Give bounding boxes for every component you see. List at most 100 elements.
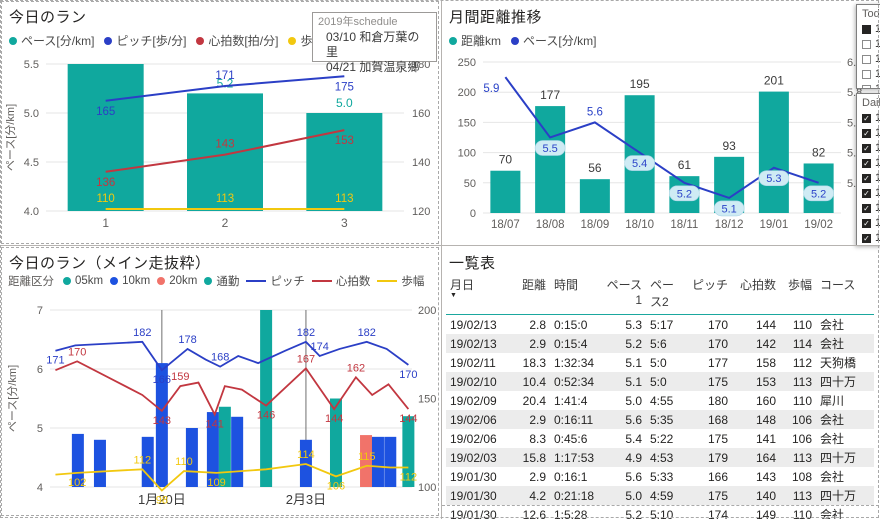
table-row[interactable]: 19/02/06 8.3 0:45:6 5.4 5:22 175 141 106 会社	[446, 429, 874, 448]
empty-checkbox-icon[interactable]	[862, 69, 871, 79]
run-bar-10km[interactable]	[231, 416, 244, 487]
legend-item[interactable]: 20km	[157, 275, 197, 287]
monthly-distance-chart[interactable]: 2502001501005006.05.85.65.45.27018/07177…	[441, 0, 880, 246]
slicer-item[interactable]: 1	[862, 38, 880, 50]
legend-item[interactable]: 10km	[110, 275, 150, 287]
slicer-item[interactable]: ✓1	[862, 202, 880, 214]
distance-bar[interactable]	[758, 91, 789, 213]
slicer-item[interactable]: ✓1	[862, 112, 880, 124]
slicer-item[interactable]: ✓1	[862, 157, 880, 169]
run-bar-10km[interactable]	[384, 436, 397, 487]
series-line[interactable]	[55, 463, 409, 492]
checked-checkbox-icon[interactable]: ✓	[862, 143, 871, 153]
distance-bar[interactable]	[579, 179, 610, 213]
table-cell: 0:15:0	[554, 317, 588, 332]
pace-pill[interactable]	[534, 140, 566, 156]
legend-item[interactable]: ペース[分/km]	[9, 32, 94, 49]
checked-checkbox-icon[interactable]: ✓	[862, 158, 871, 168]
column-header[interactable]: 距離	[508, 274, 550, 315]
table-row[interactable]: 19/02/09 20.4 1:41:4 5.0 4:55 180 160 110 犀川	[446, 391, 874, 410]
slicer-item[interactable]: ✓1	[862, 187, 880, 199]
table-row[interactable]: 19/02/13 2.9 0:15:4 5.2 5:6 170 142 114 会社	[446, 334, 874, 353]
run-bar-通勤[interactable]	[260, 310, 273, 487]
run-bar-10km[interactable]	[206, 412, 219, 487]
filled-checkbox-icon[interactable]	[862, 24, 871, 34]
pace-pill[interactable]	[713, 200, 745, 217]
column-header[interactable]: コース	[816, 274, 874, 315]
slicer-item[interactable]: ✓1	[862, 217, 880, 229]
main-run-chart[interactable]: 7 6 5 4 200 150 100 ペース[分/km] 1月20日 2月3日 171 182 166…	[0, 246, 441, 519]
pace-pill[interactable]	[803, 185, 834, 202]
slicer-item[interactable]: 1	[862, 83, 880, 88]
slicer-item[interactable]: 1	[862, 23, 880, 35]
table-cell: 19/02/03	[450, 450, 497, 465]
column-header[interactable]: 心拍数	[732, 274, 780, 315]
empty-checkbox-icon[interactable]	[862, 54, 871, 64]
left-axis-tick: 5.0	[24, 108, 39, 120]
checked-checkbox-icon[interactable]: ✓	[862, 188, 871, 198]
table-cell: 2.9	[529, 336, 546, 351]
column-header[interactable]: 時間	[550, 274, 602, 315]
checked-checkbox-icon[interactable]: ✓	[862, 113, 871, 123]
checked-checkbox-icon[interactable]: ✓	[862, 203, 871, 213]
series-line[interactable]	[105, 75, 345, 102]
table-row[interactable]: 19/01/30 4.2 0:21:18 5.0 4:59 175 140 113 四十万	[446, 486, 874, 505]
slicer-item[interactable]: ✓1	[862, 172, 880, 184]
legend-item[interactable]: 心拍数[拍/分]	[196, 32, 278, 49]
slicer-item[interactable]: 1	[862, 53, 880, 65]
run-bar-通勤[interactable]	[329, 398, 342, 488]
pace-pill[interactable]	[758, 170, 790, 186]
today-run-chart[interactable]: 5.55.04.54.0180160140120ペース[分/km]15.225.…	[0, 0, 441, 246]
pace-bar[interactable]	[187, 93, 263, 211]
run-bar-通勤[interactable]	[402, 416, 415, 487]
pace-pill[interactable]	[624, 155, 655, 171]
table-row[interactable]: 19/01/30 12.6 1:5:28 5.2 5:10 174 149 110 会社	[446, 505, 874, 519]
series-line[interactable]	[105, 129, 345, 173]
pace-bar[interactable]	[67, 64, 144, 211]
table-row[interactable]: 19/02/13 2.8 0:15:0 5.3 5:17 170 144 110 会社	[446, 315, 874, 335]
legend-item[interactable]: 通勤	[204, 273, 239, 289]
column-header[interactable]: 月日 ▼	[446, 274, 508, 315]
run-bar-10km[interactable]	[93, 439, 106, 487]
table-row[interactable]: 19/02/11 18.3 1:32:34 5.1 5:0 177 158 112 天狗橋	[446, 353, 874, 372]
point-label: 166	[153, 374, 171, 386]
checked-checkbox-icon[interactable]: ✓	[862, 173, 871, 183]
legend-item[interactable]: 05km	[63, 275, 103, 287]
series-line[interactable]	[55, 360, 410, 417]
legend-item[interactable]: 距離km	[449, 32, 501, 49]
table-row[interactable]: 19/02/10 10.4 0:52:34 5.1 5:0 175 153 113 四十万	[446, 372, 874, 391]
empty-checkbox-icon[interactable]	[862, 84, 871, 88]
checked-checkbox-icon[interactable]: ✓	[862, 128, 871, 138]
run-bar-10km[interactable]	[371, 436, 384, 487]
legend-item[interactable]: 心拍数	[311, 273, 370, 289]
checked-checkbox-icon[interactable]: ✓	[862, 218, 871, 228]
distance-bar[interactable]	[624, 95, 655, 213]
column-header[interactable]: 歩幅	[780, 274, 816, 315]
column-header[interactable]: ペース1	[602, 274, 646, 315]
run-bar-20km[interactable]	[360, 435, 373, 487]
empty-checkbox-icon[interactable]	[862, 39, 871, 49]
slicer-item[interactable]: ✓1	[862, 127, 880, 139]
slicer-item[interactable]: ✓1	[862, 142, 880, 154]
distance-bar[interactable]	[490, 170, 521, 213]
column-header[interactable]: ペース2	[646, 274, 688, 315]
legend-item[interactable]: ペース[分/km]	[511, 32, 596, 49]
legend-item[interactable]: ピッチ[歩/分]	[104, 32, 186, 49]
checked-checkbox-icon[interactable]: ✓	[862, 233, 871, 243]
slicer-item[interactable]: 1	[862, 68, 880, 80]
series-line[interactable]	[55, 340, 409, 372]
legend-item[interactable]: 歩幅	[377, 273, 424, 289]
pace-pill[interactable]	[669, 185, 700, 202]
run-bar-10km[interactable]	[155, 363, 168, 487]
column-header[interactable]: ピッチ	[688, 274, 732, 315]
column-header-label: 月日	[450, 278, 475, 292]
table-row[interactable]: 19/01/30 2.9 0:16:1 5.6 5:33 166 143 108 会社	[446, 467, 874, 486]
slicer-item[interactable]: ✓1	[862, 232, 880, 244]
table-row[interactable]: 19/02/03 15.8 1:17:53 4.9 4:53 179 164 113 四十万	[446, 448, 874, 467]
table-row[interactable]: 19/02/06 2.9 0:16:11 5.6 5:35 168 148 106 会社	[446, 410, 874, 429]
legend-item[interactable]: ピッチ	[246, 273, 305, 289]
bar-label: 195	[630, 77, 650, 91]
pace-bar[interactable]	[306, 113, 383, 211]
run-bar-10km[interactable]	[141, 436, 154, 487]
run-bar-通勤[interactable]	[218, 406, 231, 487]
